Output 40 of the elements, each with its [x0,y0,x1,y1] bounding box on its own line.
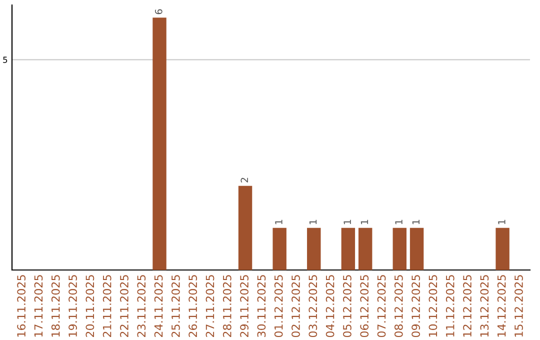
data-label: 1 [395,220,402,224]
x-tick-label: 25.11.2025 [171,275,180,337]
x-tick-label: 10.12.2025 [428,275,438,337]
x-tick-label: 08.12.2025 [394,275,403,338]
x-tick-label: 28.11.2025 [222,275,232,337]
x-tick-label: 12.12.2025 [463,275,472,337]
x-tick-label: 22.11.2025 [120,275,128,337]
x-tick-label: 27.11.2025 [206,275,214,337]
x-tick-label: 06.12.2025 [360,275,369,338]
x-tick-label: 05.12.2025 [343,275,352,338]
x-tick-label: 26.11.2025 [188,275,198,337]
x-tick-label: 17.11.2025 [34,275,43,337]
data-label: 1 [309,220,317,224]
data-label: 6 [154,9,162,14]
data-label: 1 [344,220,351,224]
x-tick-label: 15.12.2025 [514,275,523,337]
x-tick-label: 07.12.2025 [377,275,386,338]
x-tick-label: 13.12.2025 [480,275,489,337]
x-tick-label: 21.11.2025 [102,275,112,337]
x-tick-label: 20.11.2025 [86,275,94,337]
x-tick-label: 29.11.2025 [240,275,248,337]
x-tick-label: 11.12.2025 [446,275,454,337]
y-tick-label: 5 [3,56,8,63]
data-label: 1 [360,220,368,224]
data-label: 2 [240,178,248,182]
x-tick-label: 19.11.2025 [68,275,77,337]
data-label: 1 [412,220,420,224]
x-tick-label: 09.12.2025 [412,275,420,338]
x-tick-label: 14.12.2025 [497,275,506,337]
x-tick-label: 24.11.2025 [154,275,163,337]
x-tick-label: 23.11.2025 [137,275,146,337]
data-label: 1 [275,220,282,224]
data-label: 1 [498,220,506,224]
x-tick-label: 30.11.2025 [257,275,266,337]
x-tick-label: 16.11.2025 [17,275,26,337]
x-tick-label: 18.11.2025 [51,275,60,337]
x-tick-label: 01.12.2025 [274,275,283,338]
x-tick-label: 03.12.2025 [308,275,318,338]
x-tick-label: 02.12.2025 [292,275,300,338]
x-tick-label: 04.12.2025 [326,275,334,338]
